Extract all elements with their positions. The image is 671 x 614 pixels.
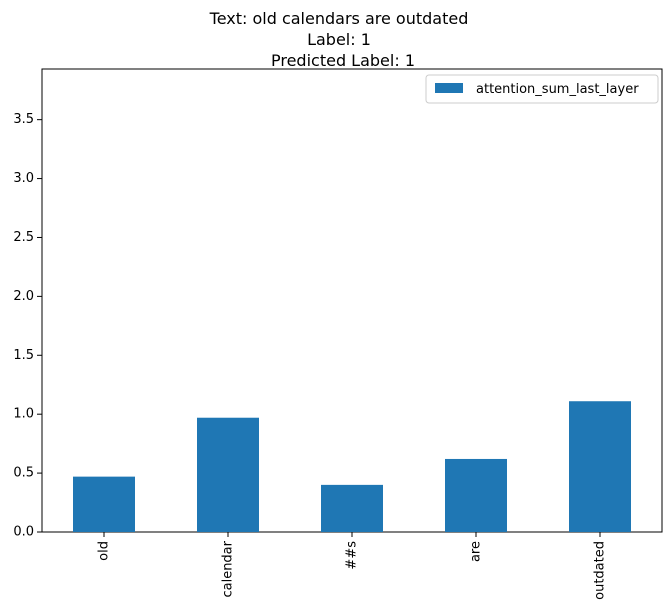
legend-box — [425, 74, 659, 104]
bar-3 — [321, 484, 383, 532]
bars — [73, 401, 631, 532]
x-axis: old calendar ##s are outdated — [97, 532, 608, 600]
chart-title-line-3: Predicted Label: 1 — [271, 51, 415, 70]
y-axis: 0.0 0.5 1.0 1.5 2.0 2.5 3.0 3.5 — [13, 112, 42, 540]
y-tick-label-3: 1.0 — [13, 407, 34, 422]
bar-4 — [445, 458, 507, 532]
y-tick-label-8: 3.5 — [13, 112, 34, 127]
chart-title-line-1: Text: old calendars are outdated — [209, 9, 469, 28]
chart-title-line-2: Label: 1 — [307, 30, 371, 49]
legend-swatch — [435, 83, 463, 93]
x-tick-label-5: outdated — [593, 541, 608, 600]
x-tick-label-1: old — [97, 541, 112, 561]
x-tick-label-3: ##s — [345, 541, 360, 570]
y-tick-label-7: 3.0 — [13, 171, 34, 186]
legend: attention_sum_last_layer — [425, 74, 659, 104]
bar-1 — [73, 476, 135, 532]
y-tick-label-4: 1.5 — [13, 348, 34, 363]
chart-title: Text: old calendars are outdated Label: … — [209, 9, 469, 70]
x-tick-label-4: are — [469, 541, 484, 562]
y-tick-label-2: 0.5 — [13, 466, 34, 481]
legend-label: attention_sum_last_layer — [476, 82, 639, 97]
bar-2 — [197, 417, 259, 532]
x-tick-label-2: calendar — [221, 540, 236, 597]
y-tick-label-1: 0.0 — [13, 525, 34, 540]
bar-5 — [569, 401, 631, 532]
y-tick-label-6: 2.5 — [13, 230, 34, 245]
y-tick-label-5: 2.0 — [13, 289, 34, 304]
